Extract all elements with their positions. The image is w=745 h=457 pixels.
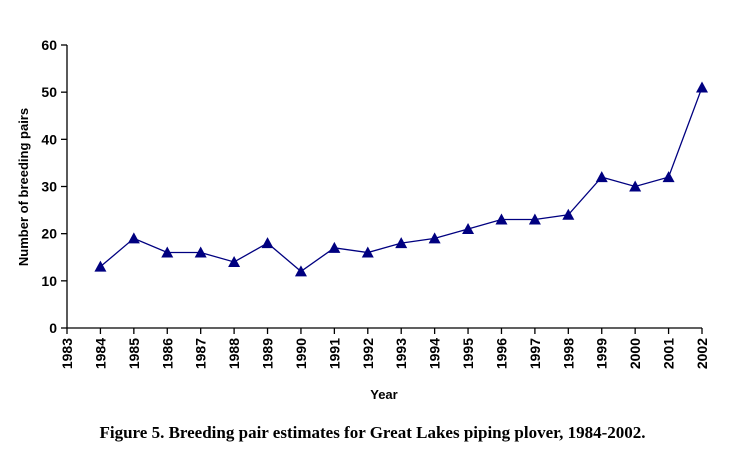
data-point-marker	[228, 255, 241, 267]
data-point-marker	[662, 171, 675, 183]
data-point-marker	[94, 260, 107, 272]
data-point-marker	[261, 237, 274, 249]
x-tick-label: 1988	[226, 338, 242, 369]
figure-caption: Figure 5. Breeding pair estimates for Gr…	[99, 423, 646, 442]
data-point-marker	[328, 241, 341, 253]
data-point-marker	[528, 213, 541, 225]
data-point-marker	[629, 180, 642, 192]
data-point-marker	[562, 208, 575, 220]
y-axis-label: Number of breeding pairs	[16, 108, 31, 266]
data-point-marker	[428, 232, 441, 244]
data-point-marker	[361, 246, 374, 258]
line-chart: 0 10 20 30 40 50 60 1983 1984 1985 1986 1987 1988 19…	[16, 37, 710, 402]
data-point-marker	[696, 81, 708, 93]
data-point-marker	[194, 246, 207, 258]
y-tick-label: 50	[41, 84, 57, 100]
x-tick-label: 1987	[193, 338, 209, 369]
data-point-marker	[127, 232, 140, 244]
data-point-marker	[462, 222, 475, 234]
y-tick-label: 20	[41, 226, 57, 242]
x-tick-label: 1989	[260, 338, 276, 369]
x-tick-label: 1993	[393, 338, 409, 369]
data-point-marker	[595, 171, 608, 183]
data-point-marker	[161, 246, 174, 258]
x-tick-label: 1984	[92, 338, 108, 369]
x-tick-label: 2002	[694, 338, 710, 369]
x-tick-label: 1995	[460, 338, 476, 369]
x-tick-label: 1999	[594, 338, 610, 369]
x-axis-label: Year	[370, 387, 397, 402]
x-tick-label: 2001	[661, 338, 677, 369]
x-tick-label: 1986	[159, 338, 175, 369]
data-point-marker	[294, 265, 307, 277]
y-tick-label: 40	[41, 131, 57, 147]
y-tick-label: 10	[41, 273, 57, 289]
x-tick-label: 2000	[627, 338, 643, 369]
x-tick-label: 1997	[527, 338, 543, 369]
data-point-marker	[495, 213, 508, 225]
x-tick-label: 1991	[326, 338, 342, 369]
x-tick-label: 1992	[360, 338, 376, 369]
y-tick-label: 0	[49, 320, 57, 336]
x-tick-label: 1996	[493, 338, 509, 369]
x-tick-label: 1990	[293, 338, 309, 369]
x-tick-label: 1983	[59, 338, 75, 369]
y-tick-label: 60	[41, 37, 57, 53]
y-tick-label: 30	[41, 179, 57, 195]
data-point-marker	[395, 237, 408, 249]
x-tick-label: 1985	[126, 338, 142, 369]
x-tick-label: 1998	[560, 338, 576, 369]
x-tick-label: 1994	[427, 338, 443, 369]
